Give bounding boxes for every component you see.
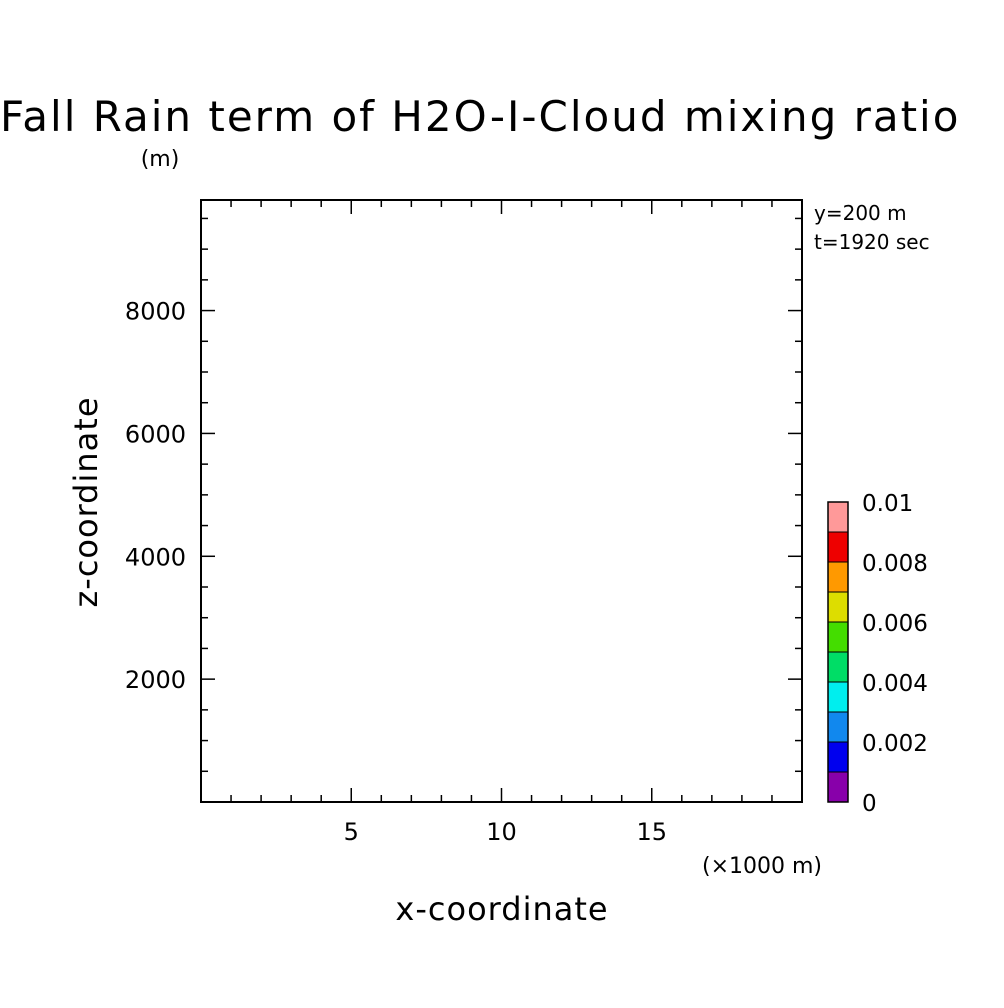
colorbar-label: 0.01 <box>862 491 913 517</box>
colorbar-swatch <box>827 741 849 773</box>
colorbar-label: 0.008 <box>862 551 928 577</box>
y-axis-units: (m) <box>141 147 180 172</box>
y-tick-label: 4000 <box>125 543 186 571</box>
colorbar-label: 0.002 <box>862 731 928 757</box>
chart-title: Fall Rain term of H2O-I-Cloud mixing rat… <box>0 92 960 141</box>
colorbar-swatch <box>827 771 849 803</box>
annotation-y-position: y=200 m <box>814 201 907 225</box>
colorbar-swatch <box>827 711 849 743</box>
y-axis: 2000 4000 6000 8000 <box>125 217 802 773</box>
x-tick-label: 5 <box>344 818 359 846</box>
colorbar-swatch <box>827 531 849 563</box>
colorbar: 0 0.002 0.004 0.006 0.008 0.01 <box>827 491 928 817</box>
x-axis: 5 10 15 <box>230 200 773 846</box>
y-tick-label: 8000 <box>125 298 186 326</box>
x-tick-label: 10 <box>486 818 517 846</box>
y-tick-label: 2000 <box>125 666 186 694</box>
colorbar-swatch <box>827 591 849 623</box>
annotation-time: t=1920 sec <box>814 230 930 254</box>
plot-area <box>200 199 803 803</box>
colorbar-swatch <box>827 621 849 653</box>
x-axis-label: x-coordinate <box>395 890 608 928</box>
y-tick-label: 6000 <box>125 420 186 448</box>
colorbar-swatch <box>827 561 849 593</box>
colorbar-swatch <box>827 651 849 683</box>
colorbar-label: 0.006 <box>862 611 928 637</box>
colorbar-label: 0 <box>862 791 877 817</box>
colorbar-frame <box>827 501 849 803</box>
colorbar-label: 0.004 <box>862 671 928 697</box>
colorbar-swatch <box>827 681 849 713</box>
x-tick-label: 15 <box>636 818 667 846</box>
y-axis-label: z-coordinate <box>67 396 105 607</box>
x-axis-units: (×1000 m) <box>702 854 822 879</box>
colorbar-swatch <box>827 501 849 533</box>
